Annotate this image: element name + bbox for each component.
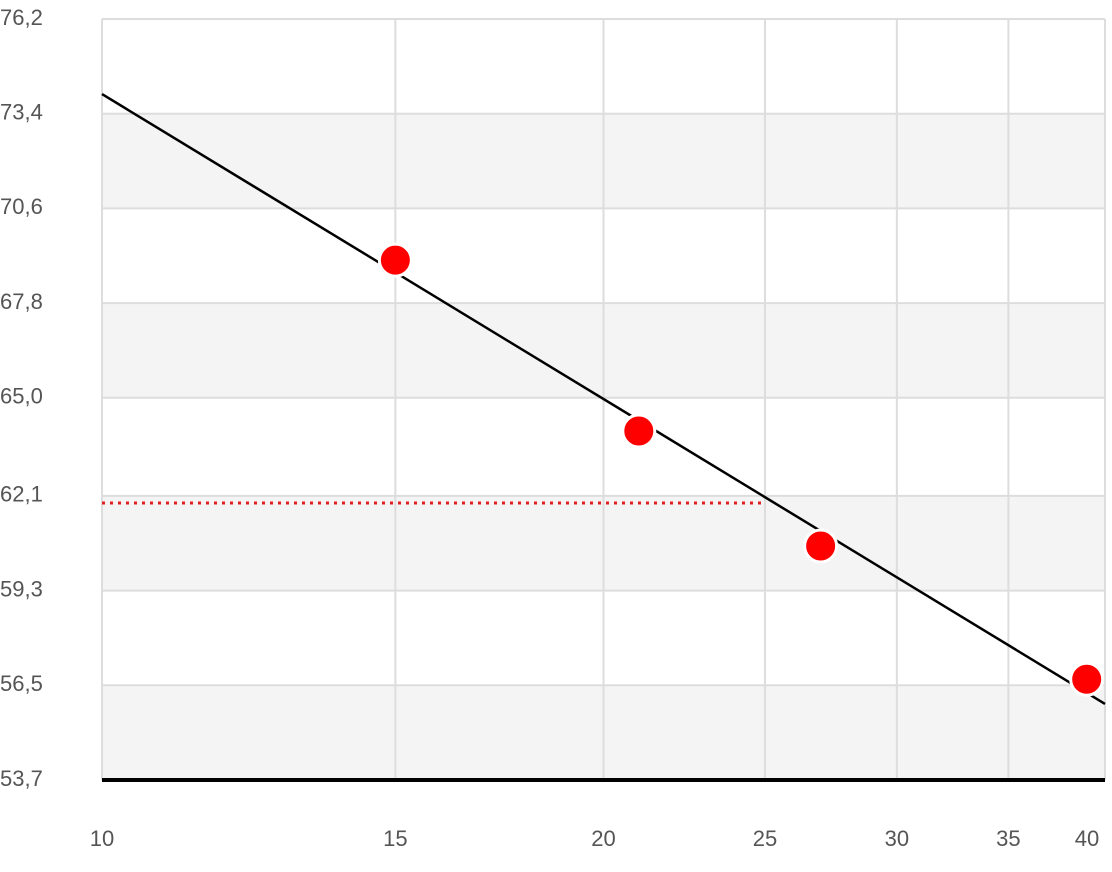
- y-tick-label: 59,3: [0, 576, 43, 601]
- y-tick-label: 67,8: [0, 289, 43, 314]
- x-tick-label: 30: [885, 826, 909, 851]
- y-tick-label: 76,2: [0, 5, 43, 30]
- y-tick-label: 65,0: [0, 384, 43, 409]
- x-tick-label: 15: [383, 826, 407, 851]
- point: [377, 242, 413, 278]
- x-tick-label: 35: [996, 826, 1020, 851]
- x-tick-label: 10: [90, 826, 114, 851]
- y-tick-label: 73,4: [0, 100, 43, 125]
- y-tick-label: 62,1: [0, 482, 43, 507]
- y-tick-label: 56,5: [0, 671, 43, 696]
- y-tick-label: 53,7: [0, 766, 43, 791]
- trend-line: [101, 93, 1106, 705]
- point: [1069, 661, 1105, 697]
- y-tick-label: 70,6: [0, 194, 43, 219]
- x-tick-label: 25: [753, 826, 777, 851]
- x-tick-label: 40: [1075, 826, 1099, 851]
- point: [621, 413, 657, 449]
- x-tick-label: 20: [591, 826, 615, 851]
- point: [803, 528, 839, 564]
